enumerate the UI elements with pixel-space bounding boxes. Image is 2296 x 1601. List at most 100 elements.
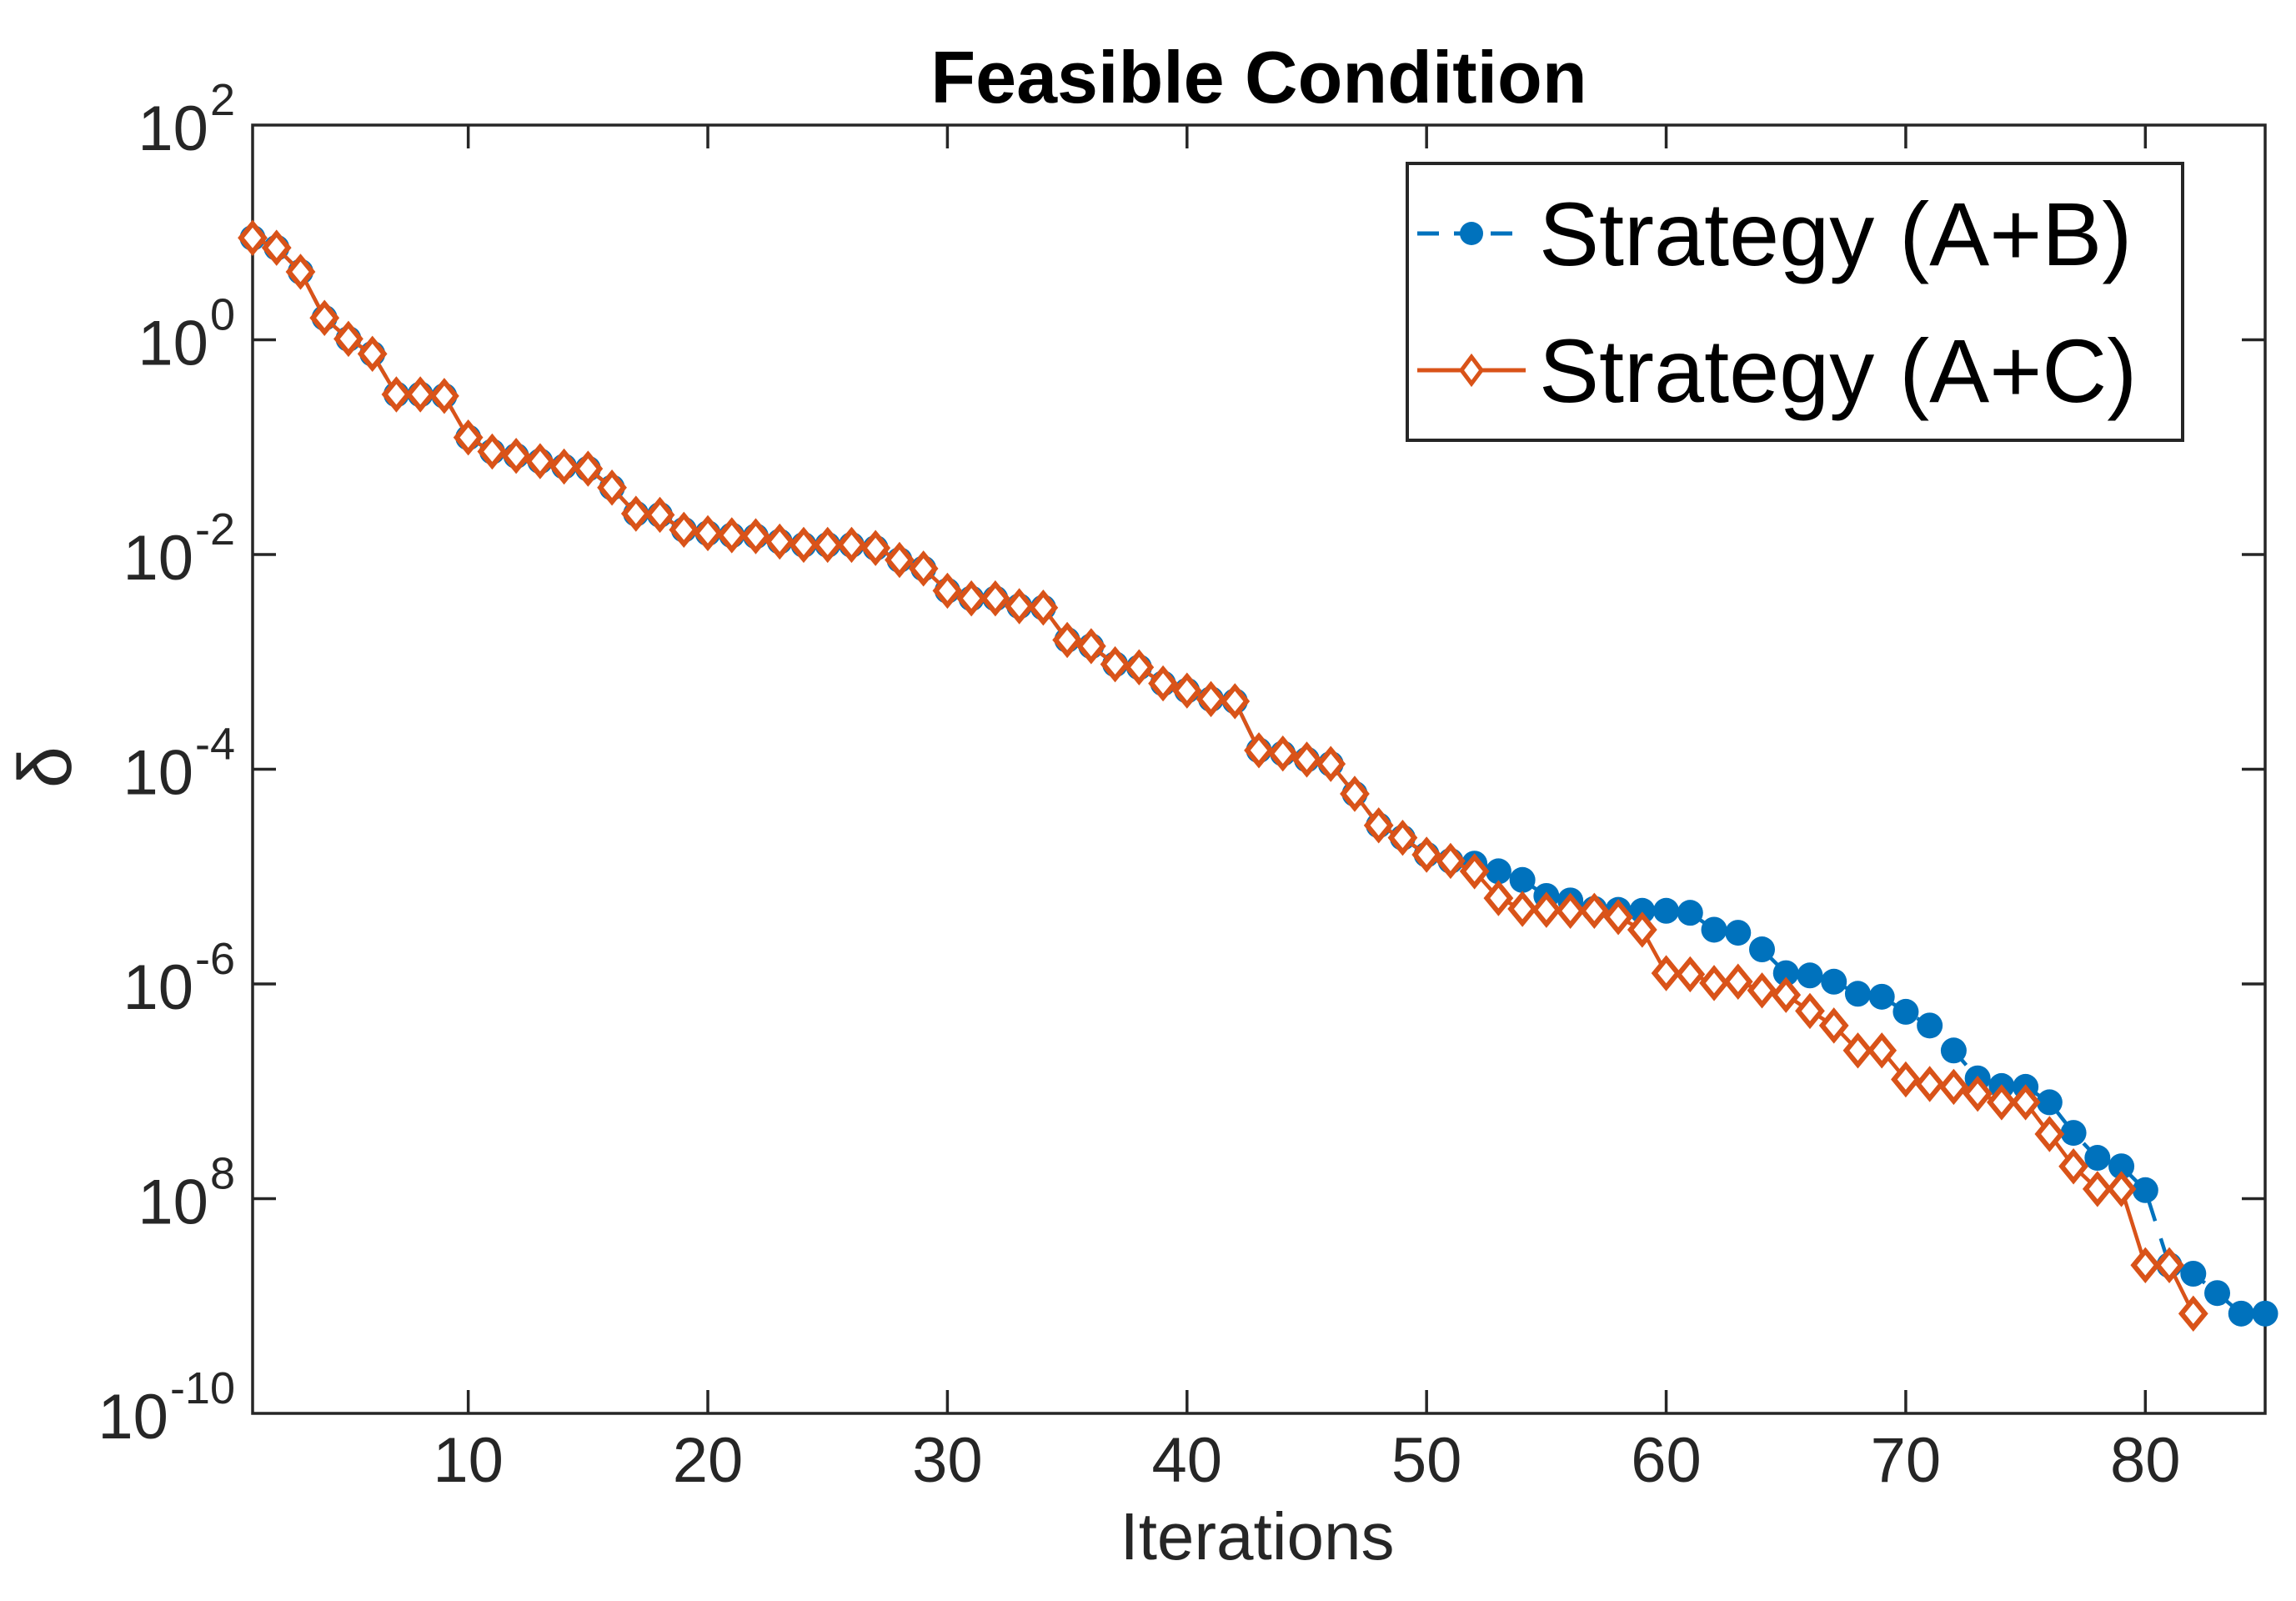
data-point-strategy-a-b	[1653, 897, 1680, 924]
y-tick-label: 108	[138, 1149, 235, 1238]
data-point-strategy-a-c	[2154, 1247, 2184, 1284]
data-point-strategy-a-c	[1244, 732, 1274, 769]
data-point-strategy-a-c	[501, 437, 532, 474]
data-point-strategy-a-b	[2084, 1145, 2111, 1172]
data-point-strategy-a-c	[1075, 628, 1106, 665]
data-point-strategy-a-c	[1579, 892, 1610, 930]
data-point-strategy-a-b	[2060, 1120, 2087, 1147]
data-point-strategy-a-c	[1436, 842, 1466, 880]
chart-title: Feasible Condition	[930, 36, 1587, 118]
data-point-strategy-a-b	[1844, 981, 1871, 1007]
data-point-strategy-a-c	[1627, 911, 1657, 948]
data-point-strategy-a-c	[1052, 621, 1082, 659]
legend: Strategy (A+B) Strategy (A+C)	[1406, 162, 2184, 442]
data-point-strategy-a-c	[1771, 976, 1802, 1013]
x-tick-label: 80	[2110, 1425, 2181, 1496]
y-tick-label: 10-2	[123, 504, 235, 594]
data-point-strategy-a-c	[1842, 1032, 1873, 1069]
data-point-strategy-a-b	[1868, 983, 1895, 1010]
data-point-strategy-a-c	[836, 526, 867, 564]
x-tick-label: 20	[673, 1425, 744, 1496]
data-point-strategy-a-b	[2132, 1177, 2158, 1203]
data-point-strategy-a-b	[2252, 1300, 2278, 1327]
data-point-strategy-a-b	[1797, 962, 1823, 989]
data-point-strategy-a-c	[1963, 1075, 1993, 1112]
y-tick-label: 10-10	[98, 1363, 235, 1453]
data-point-strategy-a-c	[1483, 880, 1514, 916]
data-point-strategy-a-c	[573, 450, 604, 487]
data-point-strategy-a-c	[1603, 899, 1633, 936]
data-point-strategy-a-c	[429, 378, 459, 414]
data-point-strategy-a-c	[1531, 891, 1562, 928]
data-point-strategy-a-c	[1507, 891, 1538, 927]
data-point-strategy-a-c	[309, 299, 340, 336]
data-point-strategy-a-c	[620, 495, 651, 532]
data-point-strategy-a-c	[1459, 853, 1490, 890]
data-point-strategy-a-c	[1914, 1066, 1945, 1102]
data-point-strategy-a-b	[1892, 998, 1919, 1025]
data-point-strategy-a-c	[2106, 1171, 2137, 1207]
data-point-strategy-a-b	[1677, 900, 1703, 926]
data-point-strategy-a-b	[1509, 866, 1536, 893]
data-point-strategy-a-c	[644, 496, 675, 534]
data-point-strategy-a-c	[2130, 1247, 2161, 1284]
data-point-strategy-a-c	[238, 219, 268, 256]
data-point-strategy-a-c	[860, 529, 891, 566]
x-tick-label: 30	[912, 1425, 983, 1496]
data-point-strategy-a-c	[716, 517, 747, 554]
data-point-strategy-a-b	[2228, 1300, 2254, 1327]
data-point-strategy-a-c	[1004, 588, 1035, 625]
data-point-strategy-a-c	[2178, 1295, 2208, 1332]
data-point-strategy-a-c	[2010, 1084, 2041, 1121]
data-point-strategy-a-c	[1124, 649, 1155, 685]
data-point-strategy-a-b	[2204, 1280, 2231, 1307]
data-point-strategy-a-c	[549, 448, 579, 485]
data-point-strategy-a-b	[2180, 1260, 2207, 1287]
data-point-strategy-a-c	[597, 469, 627, 506]
data-point-strategy-a-c	[908, 550, 939, 587]
data-point-strategy-a-c	[740, 518, 771, 555]
data-point-strategy-a-c	[1387, 819, 1418, 856]
data-point-strategy-a-c	[1651, 955, 1682, 991]
x-tick-label: 50	[1391, 1425, 1462, 1496]
data-point-strategy-a-b	[1821, 968, 1847, 995]
x-tick-label: 60	[1631, 1425, 1702, 1496]
data-point-strategy-a-c	[1891, 1061, 1921, 1098]
y-tick-label: 100	[138, 290, 235, 379]
data-point-strategy-a-c	[1028, 589, 1059, 626]
data-point-strategy-a-c	[956, 580, 987, 617]
data-point-strategy-a-c	[1795, 992, 1825, 1030]
x-tick-label: 70	[1871, 1425, 1942, 1496]
data-point-strategy-a-b	[1940, 1037, 1967, 1064]
data-point-strategy-a-c	[524, 443, 555, 479]
data-point-strategy-a-c	[1171, 672, 1202, 709]
data-point-strategy-a-c	[1867, 1032, 1897, 1069]
data-point-strategy-a-c	[2082, 1171, 2113, 1207]
data-point-strategy-a-c	[789, 526, 819, 564]
data-point-strategy-a-b	[1629, 897, 1656, 924]
y-tick-label: 102	[138, 75, 235, 164]
data-point-strategy-a-c	[1675, 956, 1706, 993]
legend-marker-strategy-a-c	[1417, 353, 1526, 388]
data-point-strategy-a-c	[1722, 963, 1753, 1000]
data-point-strategy-a-c	[357, 335, 388, 373]
data-point-strategy-a-c	[2034, 1116, 2065, 1152]
x-tick-label: 10	[433, 1425, 504, 1496]
data-point-strategy-a-c	[333, 320, 363, 358]
data-point-strategy-a-c	[1316, 745, 1346, 782]
data-point-strategy-a-c	[1699, 965, 1729, 1001]
data-point-strategy-a-c	[1220, 683, 1251, 720]
data-point-strategy-a-c	[693, 514, 723, 552]
data-point-strategy-a-c	[1291, 741, 1322, 778]
data-point-strategy-a-c	[1267, 735, 1298, 772]
data-point-strategy-a-c	[764, 523, 795, 560]
data-point-strategy-a-c	[1986, 1084, 2017, 1121]
legend-entry-label: Strategy (A+B)	[1539, 183, 2133, 284]
y-axis-label: δ	[4, 745, 88, 789]
data-point-strategy-a-c	[1363, 807, 1394, 844]
data-point-strategy-a-b	[1917, 1012, 1943, 1039]
data-point-strategy-a-c	[980, 580, 1010, 617]
x-axis-label: Iterations	[1120, 1499, 1395, 1573]
